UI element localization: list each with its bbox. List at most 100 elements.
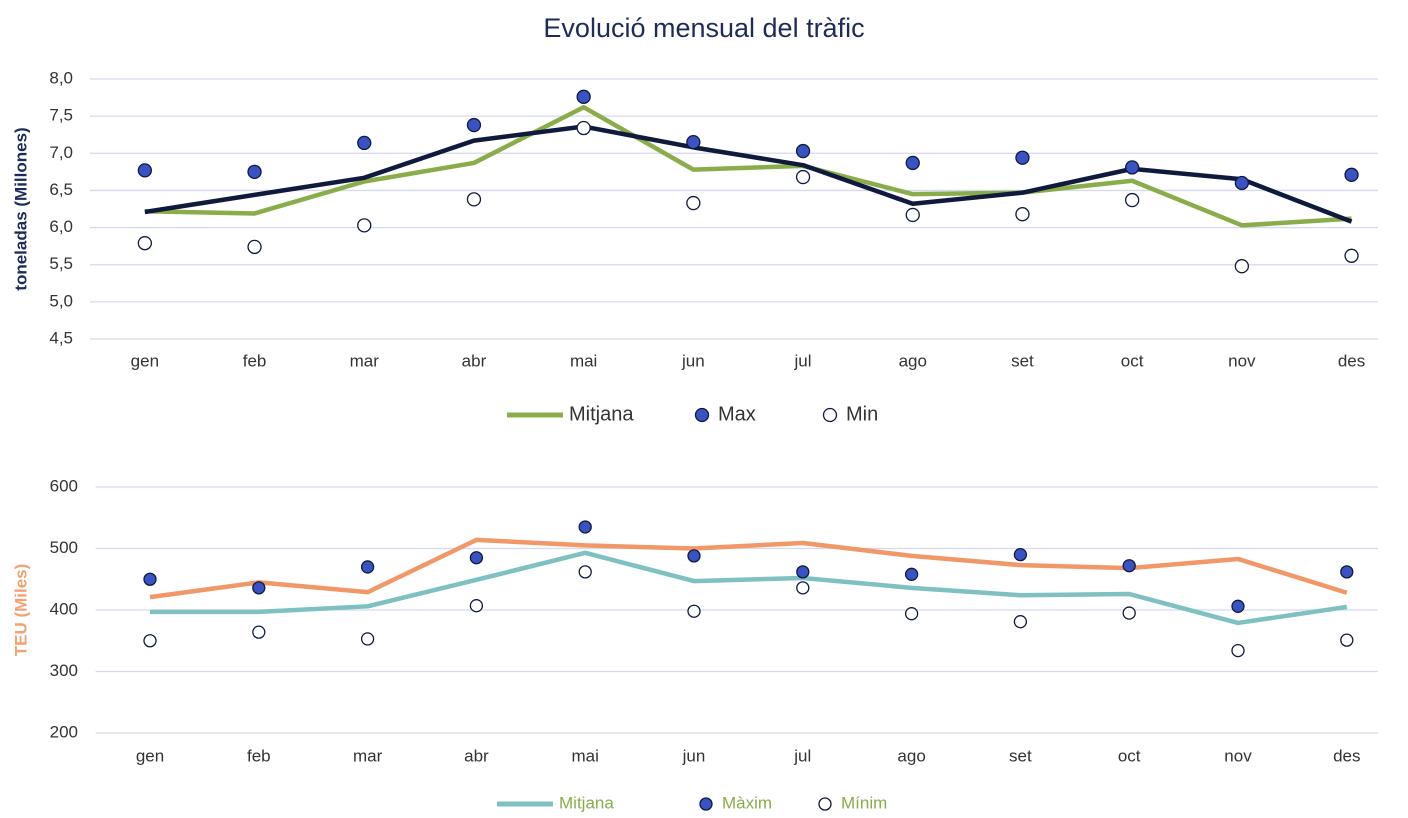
marker: [252, 625, 266, 639]
marker: [357, 218, 372, 233]
marker: [686, 134, 701, 150]
marker: [796, 581, 810, 595]
x-tick-label: gen: [131, 351, 159, 370]
x-tick-label: feb: [247, 746, 271, 765]
y-tick-label: 6,5: [49, 180, 73, 199]
legend-label: Mínim: [841, 793, 887, 812]
line-series: [149, 537, 1348, 600]
marker: [360, 632, 375, 646]
y-tick-label: 8,0: [49, 68, 73, 87]
marker: [795, 143, 811, 159]
marker: [469, 599, 484, 613]
marker: [578, 565, 592, 579]
marker: [1125, 160, 1140, 175]
marker: [905, 207, 920, 223]
marker: [1013, 615, 1028, 629]
x-tick-label: gen: [136, 746, 164, 765]
x-tick-label: mai: [570, 351, 597, 370]
y-tick-label: 7,5: [49, 106, 73, 125]
x-tick-label: mai: [571, 746, 598, 765]
y-tick-label: 4,5: [49, 328, 73, 347]
marker: [1122, 559, 1136, 573]
marker: [687, 604, 701, 618]
x-tick-label: des: [1333, 746, 1360, 765]
line-series: [144, 124, 1353, 224]
marker: [904, 567, 919, 581]
y-tick-label: 5,5: [49, 254, 73, 273]
marker: [357, 135, 372, 151]
x-tick-label: ago: [899, 351, 927, 370]
marker: [795, 169, 811, 185]
marker: [1122, 606, 1136, 620]
marker: [137, 163, 153, 178]
y-tick-label: 300: [50, 661, 78, 680]
y-tick-label: 7,0: [49, 143, 73, 162]
y-axis-title: TEU (Miles): [11, 564, 30, 657]
marker: [905, 155, 920, 171]
y-tick-label: 500: [50, 538, 78, 557]
marker: [247, 239, 262, 255]
legend-label: Mitjana: [559, 793, 614, 812]
marker: [1231, 643, 1245, 658]
x-tick-label: des: [1338, 351, 1365, 370]
x-tick-label: mar: [353, 746, 383, 765]
marker: [143, 572, 157, 586]
legend-label: Min: [846, 403, 878, 425]
marker: [576, 89, 591, 104]
x-tick-label: mar: [350, 351, 380, 370]
x-tick-label: jul: [793, 746, 811, 765]
y-tick-label: 600: [50, 476, 78, 495]
x-tick-label: abr: [462, 351, 487, 370]
marker: [796, 565, 810, 579]
marker: [904, 607, 919, 621]
marker: [137, 236, 153, 251]
legend-swatch: [818, 797, 832, 811]
y-tick-label: 6,0: [49, 217, 73, 236]
y-tick-label: 5,0: [49, 291, 73, 310]
marker: [1340, 565, 1354, 579]
marker: [252, 581, 266, 595]
marker: [1340, 633, 1354, 647]
marker: [1234, 259, 1249, 274]
marker: [469, 551, 484, 565]
marker: [686, 195, 701, 211]
y-tick-label: 200: [50, 722, 78, 741]
x-tick-label: set: [1009, 746, 1032, 765]
marker: [1125, 192, 1140, 208]
marker: [466, 192, 482, 207]
marker: [1344, 248, 1359, 263]
marker: [1344, 167, 1359, 182]
x-tick-label: jul: [794, 351, 812, 370]
marker: [576, 120, 591, 136]
x-tick-label: abr: [464, 746, 489, 765]
marker: [687, 549, 701, 563]
marker: [466, 117, 482, 133]
x-tick-label: oct: [1121, 351, 1144, 370]
x-tick-label: oct: [1118, 746, 1141, 765]
x-tick-label: set: [1011, 351, 1034, 370]
legend-swatch: [694, 407, 710, 423]
marker: [1013, 548, 1028, 562]
marker: [578, 520, 592, 534]
x-tick-label: jun: [682, 746, 706, 765]
marker: [1015, 207, 1030, 222]
marker: [1015, 150, 1030, 165]
y-tick-label: 400: [50, 599, 78, 618]
x-tick-label: ago: [897, 746, 925, 765]
marker: [360, 560, 375, 574]
x-tick-label: nov: [1228, 351, 1256, 370]
marker: [247, 164, 262, 180]
y-axis-title: toneladas (Millones): [11, 127, 30, 290]
x-tick-label: feb: [243, 351, 267, 370]
line-series: [150, 550, 1348, 626]
x-tick-label: nov: [1224, 746, 1252, 765]
chart-title: Evolució mensual del tràfic: [543, 13, 864, 43]
line-series: [144, 104, 1352, 228]
legend-label: Mitjana: [569, 403, 634, 425]
legend-label: Max: [718, 403, 756, 425]
legend-swatch: [699, 797, 713, 811]
marker: [143, 634, 157, 648]
legend-label: Màxim: [722, 793, 772, 812]
